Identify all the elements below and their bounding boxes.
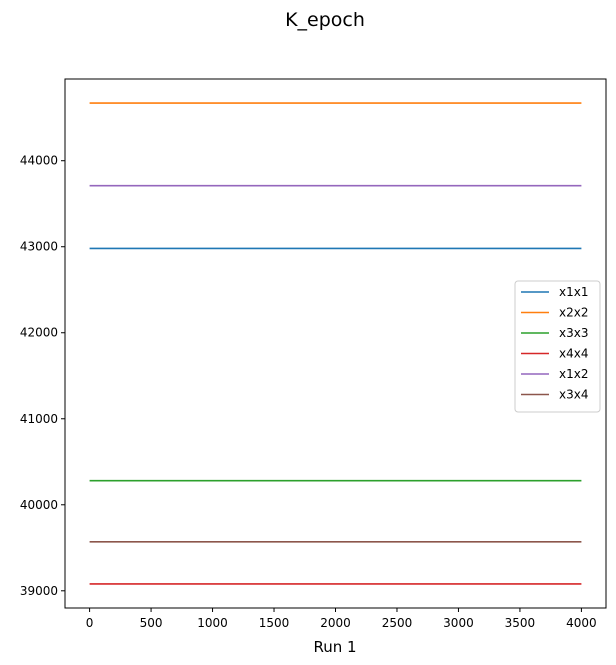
legend-label-x3x3: x3x3 — [559, 326, 588, 340]
y-tick-label: 39000 — [20, 584, 58, 598]
x-axis-label: Run 1 — [313, 638, 356, 656]
series-layer — [89, 102, 582, 585]
y-tick-label: 40000 — [20, 498, 58, 512]
x-tick-label: 0 — [86, 616, 94, 630]
x-tick-label: 1500 — [259, 616, 290, 630]
y-axis-ticks: 39000 40000 41000 42000 43000 44000 — [20, 154, 65, 598]
x-tick-label: 2500 — [382, 616, 413, 630]
chart-title: K_epoch — [285, 9, 365, 31]
y-tick-label: 43000 — [20, 240, 58, 254]
legend-label-x1x1: x1x1 — [559, 285, 588, 299]
y-tick-label: 44000 — [20, 154, 58, 168]
legend-label-x2x2: x2x2 — [559, 306, 588, 320]
legend-label-x4x4: x4x4 — [559, 347, 588, 361]
legend-label-x1x2: x1x2 — [559, 367, 588, 381]
x-tick-label: 3000 — [443, 616, 474, 630]
x-tick-label: 2000 — [320, 616, 351, 630]
x-tick-label: 500 — [140, 616, 163, 630]
y-tick-label: 42000 — [20, 326, 58, 340]
legend: x1x1 x2x2 x3x3 x4x4 x1x2 x3x4 — [514, 280, 601, 413]
x-tick-label: 3500 — [505, 616, 536, 630]
x-tick-label: 4000 — [566, 616, 597, 630]
x-tick-label: 1000 — [197, 616, 228, 630]
legend-label-x3x4: x3x4 — [559, 388, 588, 402]
legend-box — [514, 280, 601, 413]
x-axis-ticks: 0 500 1000 1500 2000 2500 3000 3500 4000 — [86, 608, 597, 630]
y-tick-label: 41000 — [20, 412, 58, 426]
